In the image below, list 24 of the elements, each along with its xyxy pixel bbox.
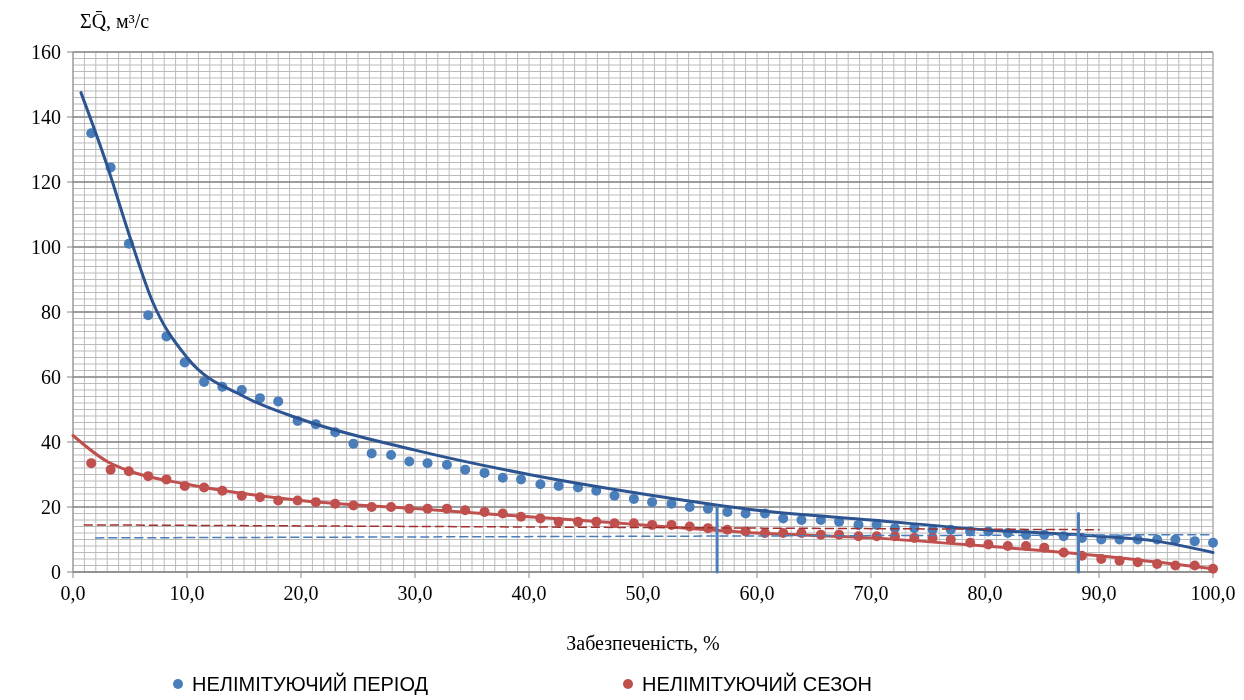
x-tick-label: 30,0 (397, 582, 433, 604)
legend-label: НЕЛІМІТУЮЧИЙ ПЕРІОД (192, 672, 429, 695)
x-tick-label: 60,0 (739, 582, 775, 604)
y-tick-label: 0 (51, 561, 61, 583)
x-tick-label: 0,0 (60, 582, 86, 604)
y-axis-title: ΣQ̄, м³/с (80, 10, 150, 32)
y-tick-label: 80 (41, 301, 61, 323)
y-tick-label: 160 (31, 41, 61, 63)
x-tick-label: 70,0 (853, 582, 889, 604)
x-tick-label: 80,0 (967, 582, 1003, 604)
y-tick-label: 60 (41, 366, 61, 388)
y-tick-label: 140 (31, 106, 61, 128)
y-tick-label: 100 (31, 236, 61, 258)
x-tick-label: 40,0 (511, 582, 547, 604)
y-tick-label: 40 (41, 431, 61, 453)
x-tick-label: 100,0 (1190, 582, 1236, 604)
x-axis-title: Забезпеченість, % (566, 632, 720, 654)
x-tick-label: 90,0 (1081, 582, 1117, 604)
x-tick-label: 10,0 (169, 582, 205, 604)
x-tick-label: 50,0 (625, 582, 661, 604)
y-tick-label: 120 (31, 171, 61, 193)
x-tick-label: 20,0 (283, 582, 319, 604)
y-tick-label: 20 (41, 496, 61, 518)
legend-label: НЕЛІМІТУЮЧИЙ СЕЗОН (642, 672, 872, 695)
